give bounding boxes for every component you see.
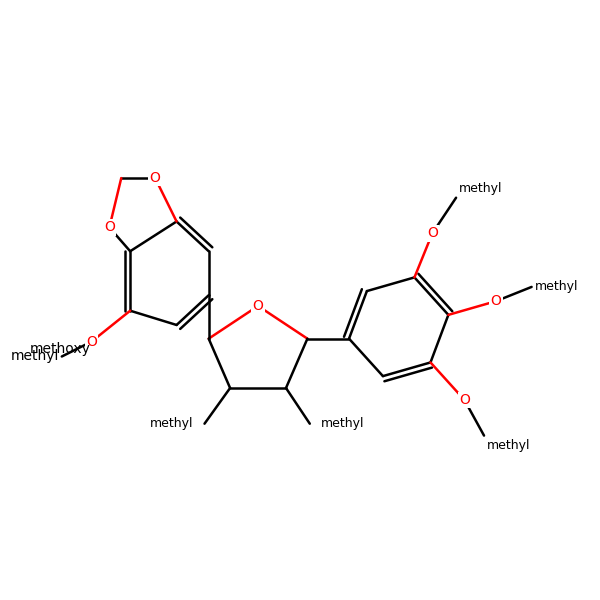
Text: methoxy: methoxy <box>30 342 91 356</box>
Text: methyl: methyl <box>535 280 578 293</box>
Text: O: O <box>490 294 502 308</box>
Text: methyl: methyl <box>320 417 364 430</box>
Text: O: O <box>150 171 161 185</box>
Text: methyl: methyl <box>151 417 194 430</box>
Text: methyl: methyl <box>10 349 59 364</box>
Text: O: O <box>104 220 115 235</box>
Text: O: O <box>459 393 470 407</box>
Text: O: O <box>86 335 97 349</box>
Text: methyl: methyl <box>487 439 530 452</box>
Text: methyl: methyl <box>459 182 503 195</box>
Text: O: O <box>427 226 438 241</box>
Text: O: O <box>253 299 263 313</box>
